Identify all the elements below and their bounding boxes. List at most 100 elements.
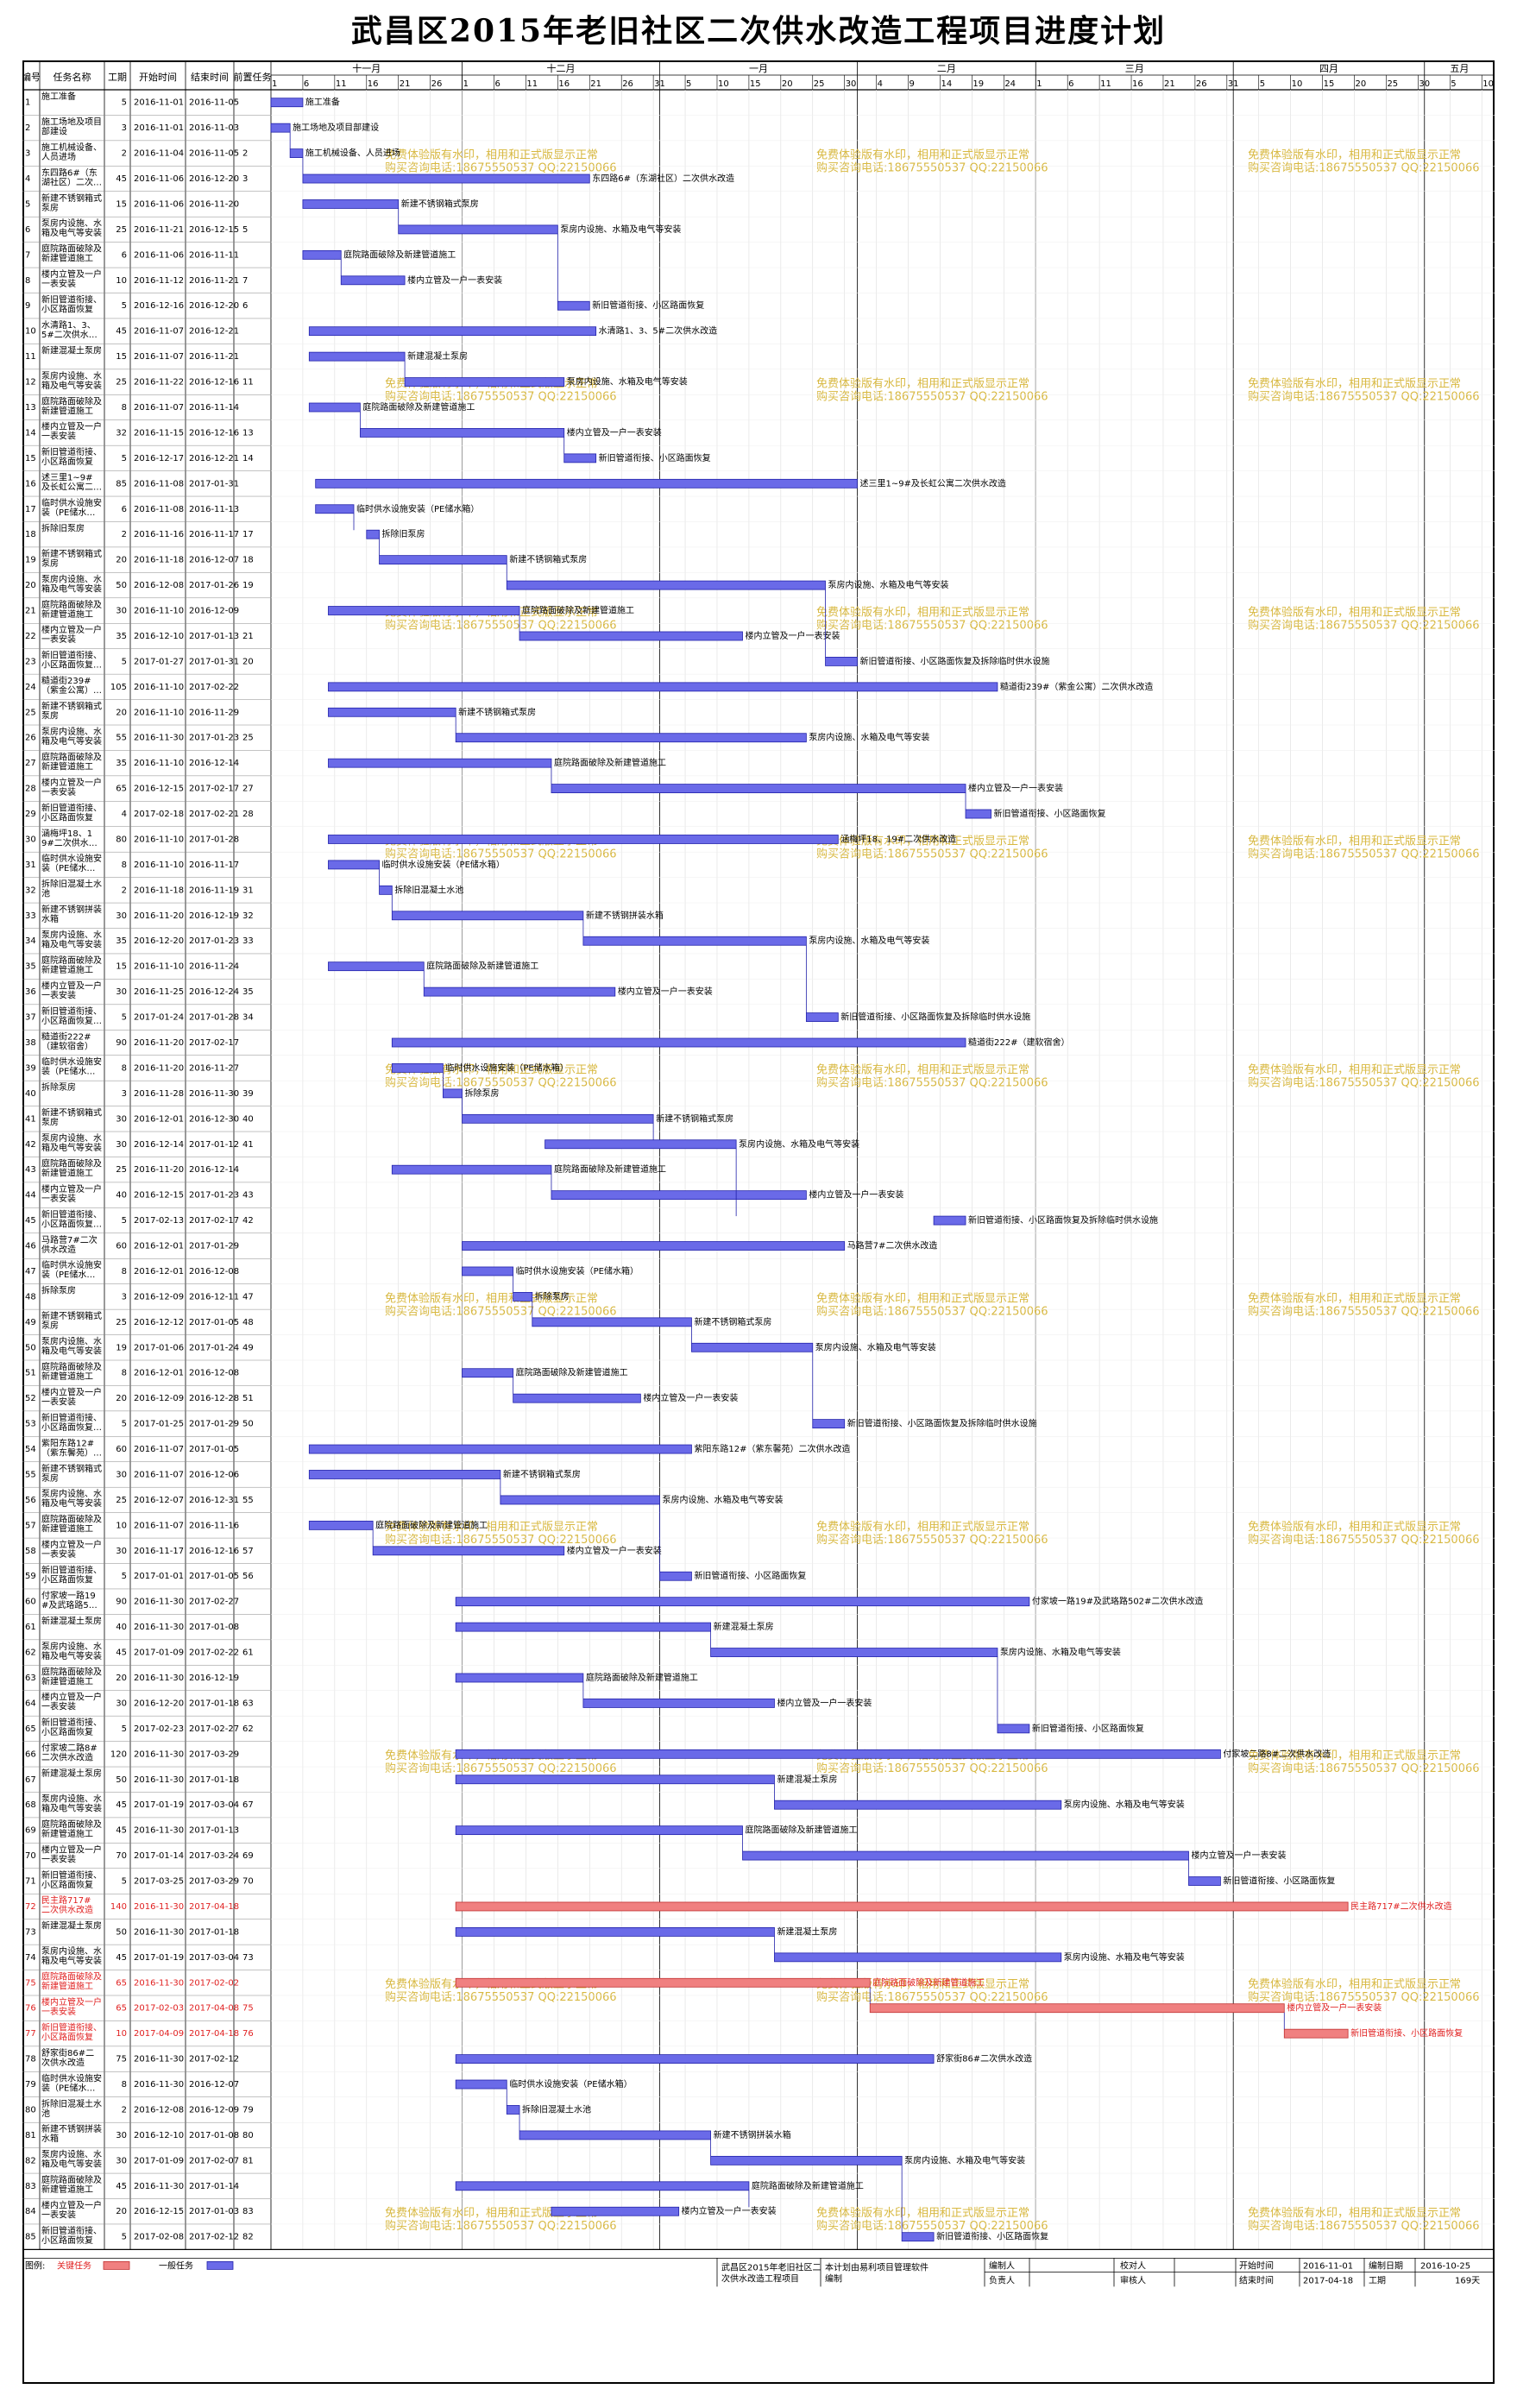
task-duration: 30 [116, 1114, 127, 1124]
task-id: 46 [25, 1242, 36, 1251]
task-name: 新旧管道衔接、小区路面恢复… [41, 1208, 102, 1229]
task-duration: 60 [116, 1445, 127, 1454]
task-start-date: 2017-01-09 [134, 1648, 184, 1658]
day-tick-label: 26 [622, 79, 633, 89]
task-bar-label: 拆除旧混凝土水池 [394, 884, 463, 895]
task-end-date: 2016-11-17 [189, 530, 239, 539]
task-bar [812, 1419, 846, 1428]
task-end-date: 2017-01-05 [189, 1445, 239, 1454]
day-tick-label: 1 [272, 79, 277, 89]
footer-approver-label: 审核人 [1120, 2274, 1146, 2285]
task-duration: 50 [116, 1775, 127, 1785]
task-start-date: 2016-11-30 [134, 2182, 184, 2191]
task-bar [328, 682, 998, 692]
task-bar [270, 98, 304, 108]
task-start-date: 2016-11-01 [134, 98, 184, 108]
task-duration: 2 [122, 2105, 127, 2115]
task-bar-label: 庭院路面破除及新建管道施工 [426, 961, 538, 972]
task-bar-label: 楼内立管及一户一表安装 [567, 426, 662, 438]
task-predecessor: 69 [242, 1851, 254, 1861]
task-bar-label: 糙道街222#（建软宿舍） [968, 1037, 1069, 1048]
task-duration: 5 [122, 1013, 127, 1023]
task-name: 楼内立管及一户一表安装 [41, 1692, 102, 1712]
watermark-text: 购买咨询电话:18675550537 QQ:22150066 [385, 161, 617, 174]
task-name: 庭院路面破除及新建管道施工 [41, 955, 102, 975]
task-id: 48 [25, 1292, 36, 1302]
task-start-date: 2016-11-07 [134, 1521, 184, 1530]
legend-critical-swatch [103, 2260, 130, 2270]
task-bar-label: 泵房内设施、水箱及电气等安装 [567, 376, 688, 388]
task-bar-label: 楼内立管及一户一表安装 [1192, 1850, 1287, 1861]
task-bar-label: 新旧管道衔接、小区路面恢复 [694, 1570, 806, 1581]
task-end-date: 2016-12-31 [189, 1496, 239, 1505]
task-bar [462, 1241, 846, 1251]
header-name: 任务名称 [54, 71, 91, 83]
task-end-date: 2017-02-07 [189, 2156, 239, 2165]
month-label: 五月 [1450, 63, 1469, 74]
task-end-date: 2017-02-17 [189, 785, 239, 794]
task-name: 泵房内设施、水箱及电气等安装 [41, 930, 102, 950]
task-bar-label: 庭院路面破除及新建管道施工 [375, 1519, 488, 1530]
task-name: 新旧管道衔接、小区路面恢复 [41, 1869, 102, 1890]
day-tick-label: 31 [654, 79, 665, 89]
task-bar-label: 楼内立管及一户一表安装 [809, 1189, 903, 1201]
task-duration: 5 [122, 1877, 127, 1887]
task-start-date: 2016-11-25 [134, 987, 184, 997]
task-bar-label: 楼内立管及一户一表安装 [618, 986, 713, 997]
task-name: 庭院路面破除及新建管道施工 [41, 1361, 102, 1382]
task-name: 临时供水设施安装（PE储水… [41, 1056, 102, 1077]
task-duration: 32 [116, 428, 127, 438]
task-start-date: 2016-12-20 [134, 1699, 184, 1708]
task-bar-label: 庭院路面破除及新建管道施工 [554, 757, 666, 768]
task-bar-label: 舒家街86#二次供水改造 [936, 2053, 1032, 2064]
task-predecessor: 47 [242, 1292, 254, 1302]
task-predecessor: 82 [242, 2233, 254, 2242]
task-bar-label: 楼内立管及一户一表安装 [968, 783, 1063, 794]
task-duration: 65 [116, 1978, 127, 1988]
task-bar [455, 1825, 743, 1836]
task-bar [513, 1393, 641, 1403]
task-start-date: 2016-11-15 [134, 428, 184, 438]
task-duration: 25 [116, 225, 127, 235]
task-bar-label: 新旧管道衔接、小区路面恢复及拆除临时供水设施 [968, 1214, 1158, 1226]
task-bar [691, 1342, 814, 1352]
task-bar-label: 糙道街239#（紫金公寓）二次供水改造 [1000, 681, 1153, 692]
task-predecessor: 18 [242, 556, 254, 565]
watermark-text: 购买咨询电话:18675550537 QQ:22150066 [1248, 2219, 1480, 2233]
task-id: 25 [25, 708, 36, 717]
task-duration: 25 [116, 1318, 127, 1327]
task-start-date: 2016-11-30 [134, 1749, 184, 1759]
task-start-date: 2017-01-06 [134, 1343, 184, 1352]
task-end-date: 2016-12-19 [189, 1674, 239, 1683]
task-end-date: 2017-01-12 [189, 1140, 239, 1150]
task-bar [965, 809, 991, 819]
task-bar-label: 新旧管道衔接、小区路面恢复 [936, 2231, 1048, 2242]
task-id: 52 [25, 1394, 36, 1403]
task-id: 65 [25, 1724, 36, 1734]
task-start-date: 2016-11-30 [134, 2055, 184, 2064]
task-bar [391, 911, 584, 921]
task-predecessor: 62 [242, 1724, 254, 1734]
task-end-date: 2016-12-28 [189, 1394, 239, 1403]
task-predecessor: 49 [242, 1343, 254, 1352]
task-bar [710, 1648, 998, 1657]
task-duration: 30 [116, 1547, 127, 1556]
month-label: 四月 [1319, 63, 1338, 74]
watermark-text: 购买咨询电话:18675550537 QQ:22150066 [1248, 1990, 1480, 2004]
task-duration: 35 [116, 936, 127, 946]
task-bar-label: 泵房内设施、水箱及电气等安装 [1064, 1799, 1185, 1810]
task-end-date: 2016-12-21 [189, 454, 239, 463]
task-start-date: 2016-11-10 [134, 860, 184, 870]
task-name: 楼内立管及一户一表安装 [41, 1183, 102, 1204]
task-start-date: 2016-11-10 [134, 759, 184, 768]
task-bar-label: 新旧管道衔接、小区路面恢复及拆除临时供水设施 [847, 1418, 1037, 1429]
month-label: 三月 [1125, 63, 1144, 74]
day-tick-label: 6 [494, 79, 500, 89]
watermark-text: 免费体验版有水印，相用和正式版显示正常 [1248, 1291, 1461, 1305]
day-tick-label: 6 [304, 79, 309, 89]
task-predecessor: 13 [242, 428, 254, 438]
day-tick-label: 9 [910, 79, 915, 89]
watermark-text: 免费体验版有水印，相用和正式版显示正常 [816, 834, 1029, 848]
task-duration: 30 [116, 1140, 127, 1150]
task-bar [308, 1520, 374, 1530]
